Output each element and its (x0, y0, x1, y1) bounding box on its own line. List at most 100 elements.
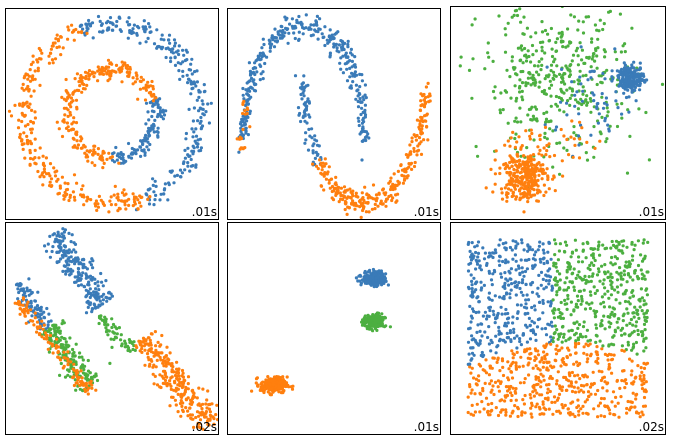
point-green (606, 289, 610, 293)
point-green (566, 68, 570, 72)
timing-label: .01s (413, 420, 439, 434)
point-orange (511, 360, 515, 364)
point-green (562, 110, 566, 114)
point-blue (192, 149, 196, 154)
point-orange (107, 151, 111, 155)
point-blue (537, 273, 541, 277)
point-green (590, 40, 594, 44)
point-orange (198, 411, 202, 415)
point-blue (70, 233, 74, 237)
point-blue (357, 123, 361, 128)
point-green (609, 261, 613, 265)
point-blue (72, 241, 76, 245)
point-orange (107, 210, 111, 214)
point-green (625, 307, 629, 311)
point-blue (158, 97, 162, 101)
point-green (568, 64, 572, 68)
point-orange (484, 396, 489, 400)
point-orange (112, 193, 116, 197)
point-orange (108, 156, 112, 160)
point-orange (20, 139, 24, 143)
point-orange (178, 401, 183, 406)
point-orange (66, 363, 70, 367)
point-orange (524, 170, 528, 174)
point-orange (21, 147, 25, 151)
point-orange (66, 350, 70, 354)
point-green (512, 67, 516, 71)
point-orange (275, 375, 279, 379)
point-orange (119, 199, 123, 203)
point-orange (524, 129, 528, 133)
point-blue (184, 131, 188, 136)
point-green (107, 329, 111, 333)
point-orange (619, 395, 623, 399)
point-blue (487, 342, 491, 346)
point-blue (88, 274, 93, 278)
point-blue (77, 271, 81, 276)
point-orange (561, 357, 565, 361)
point-green (596, 267, 601, 271)
point-blue (468, 249, 472, 253)
point-blue (357, 274, 361, 278)
point-green (603, 263, 607, 267)
point-blue (342, 42, 346, 46)
point-orange (155, 353, 159, 357)
point-green (623, 50, 627, 54)
point-green (536, 64, 540, 68)
point-orange (585, 140, 589, 144)
point-orange (573, 374, 577, 378)
point-blue (346, 39, 350, 43)
point-orange (144, 339, 148, 343)
point-orange (33, 77, 37, 81)
point-orange (90, 70, 94, 74)
point-green (644, 336, 648, 340)
point-orange (389, 176, 393, 180)
point-green (577, 82, 581, 86)
point-orange (173, 379, 177, 383)
point-orange (625, 411, 629, 415)
point-green (542, 88, 547, 93)
point-orange (563, 403, 567, 407)
point-blue (380, 275, 384, 279)
point-green (624, 265, 628, 269)
point-blue (40, 312, 44, 316)
point-orange (198, 425, 202, 430)
point-orange (510, 349, 514, 353)
point-orange (190, 397, 195, 401)
point-orange (599, 396, 604, 401)
point-green (515, 13, 520, 18)
point-green (544, 117, 549, 121)
point-orange (28, 68, 32, 72)
point-green (551, 336, 555, 340)
point-blue (261, 70, 265, 74)
point-blue (375, 282, 380, 286)
point-orange (572, 362, 576, 366)
point-orange (82, 143, 86, 147)
point-orange (107, 65, 111, 69)
point-blue (248, 109, 252, 113)
point-orange (285, 375, 289, 379)
point-orange (574, 380, 578, 384)
point-green (626, 343, 630, 347)
point-orange (515, 177, 519, 181)
point-blue (191, 164, 195, 168)
point-orange (59, 53, 63, 57)
point-orange (53, 57, 58, 61)
point-orange (504, 193, 509, 197)
point-blue (301, 81, 305, 85)
point-orange (42, 175, 46, 179)
point-blue (534, 250, 538, 254)
point-green (83, 364, 87, 368)
point-green (608, 325, 612, 329)
point-green (570, 87, 574, 91)
point-orange (27, 105, 31, 110)
point-blue (145, 145, 149, 149)
point-orange (536, 188, 540, 192)
point-orange (101, 200, 105, 204)
point-orange (85, 149, 89, 153)
point-orange (620, 379, 624, 383)
point-green (513, 84, 517, 88)
point-blue (204, 110, 208, 114)
point-green (565, 148, 569, 152)
point-orange (510, 164, 514, 168)
